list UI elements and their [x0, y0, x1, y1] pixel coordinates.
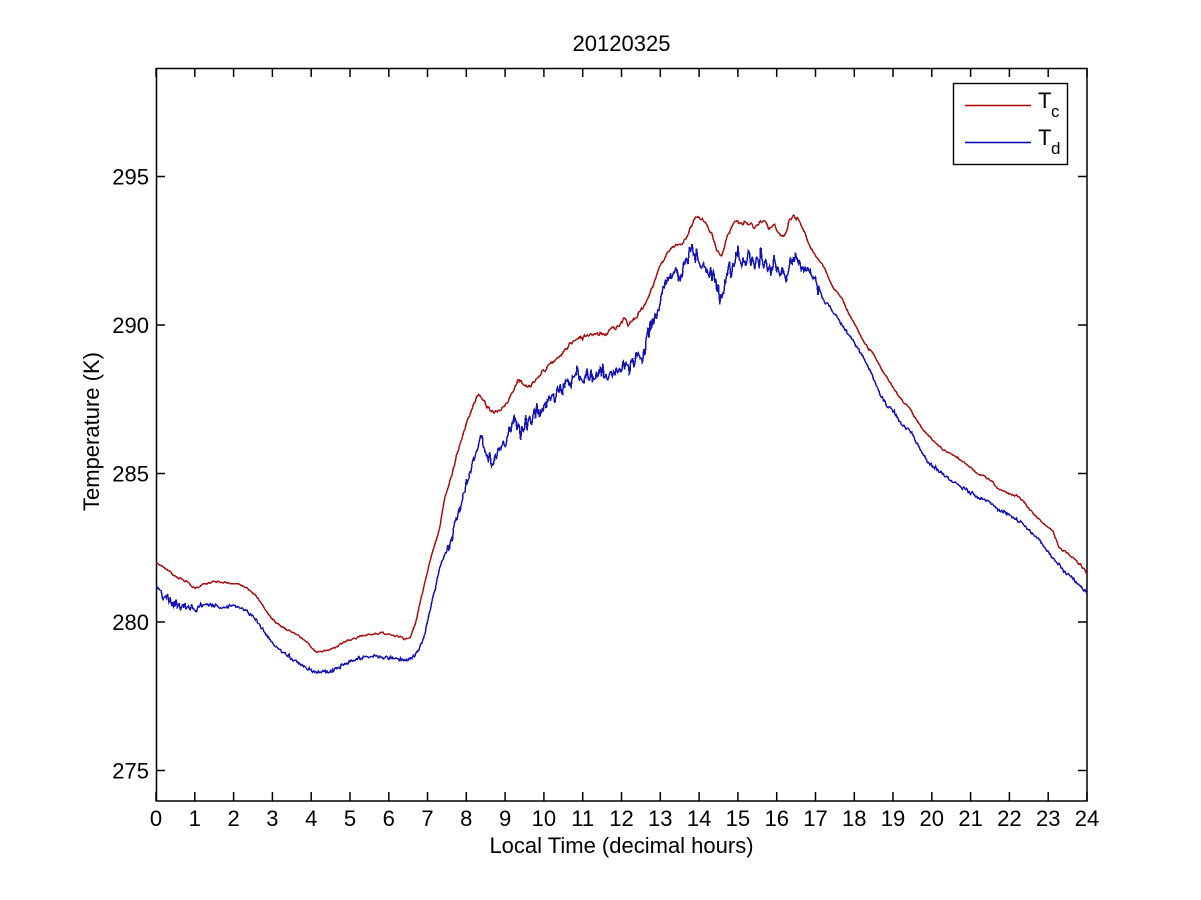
- svg-text:T: T: [1038, 88, 1051, 113]
- svg-text:280: 280: [112, 610, 149, 635]
- svg-text:9: 9: [499, 806, 511, 831]
- svg-text:6: 6: [383, 806, 395, 831]
- svg-text:285: 285: [112, 462, 149, 487]
- svg-text:T: T: [1038, 125, 1051, 150]
- svg-text:5: 5: [344, 806, 356, 831]
- svg-text:7: 7: [421, 806, 433, 831]
- svg-text:d: d: [1051, 139, 1060, 158]
- svg-text:16: 16: [764, 806, 788, 831]
- svg-text:10: 10: [532, 806, 556, 831]
- svg-text:3: 3: [266, 806, 278, 831]
- svg-text:14: 14: [687, 806, 711, 831]
- svg-text:20120325: 20120325: [573, 31, 671, 56]
- svg-text:0: 0: [150, 806, 162, 831]
- svg-text:23: 23: [1036, 806, 1060, 831]
- svg-text:2: 2: [227, 806, 239, 831]
- svg-text:275: 275: [112, 759, 149, 784]
- svg-text:22: 22: [997, 806, 1021, 831]
- svg-text:295: 295: [112, 165, 149, 190]
- svg-text:290: 290: [112, 313, 149, 338]
- svg-text:8: 8: [460, 806, 472, 831]
- svg-text:17: 17: [803, 806, 827, 831]
- svg-text:21: 21: [958, 806, 982, 831]
- svg-text:11: 11: [571, 806, 594, 831]
- svg-text:Local Time (decimal hours): Local Time (decimal hours): [489, 833, 753, 858]
- svg-text:4: 4: [305, 806, 317, 831]
- svg-text:1: 1: [189, 806, 201, 831]
- svg-text:13: 13: [648, 806, 672, 831]
- svg-text:19: 19: [881, 806, 905, 831]
- svg-text:12: 12: [609, 806, 633, 831]
- svg-text:18: 18: [842, 806, 866, 831]
- svg-text:c: c: [1051, 102, 1060, 121]
- svg-text:24: 24: [1075, 806, 1099, 831]
- svg-text:15: 15: [726, 806, 750, 831]
- svg-text:20: 20: [920, 806, 944, 831]
- svg-text:Temperature (K): Temperature (K): [79, 352, 104, 511]
